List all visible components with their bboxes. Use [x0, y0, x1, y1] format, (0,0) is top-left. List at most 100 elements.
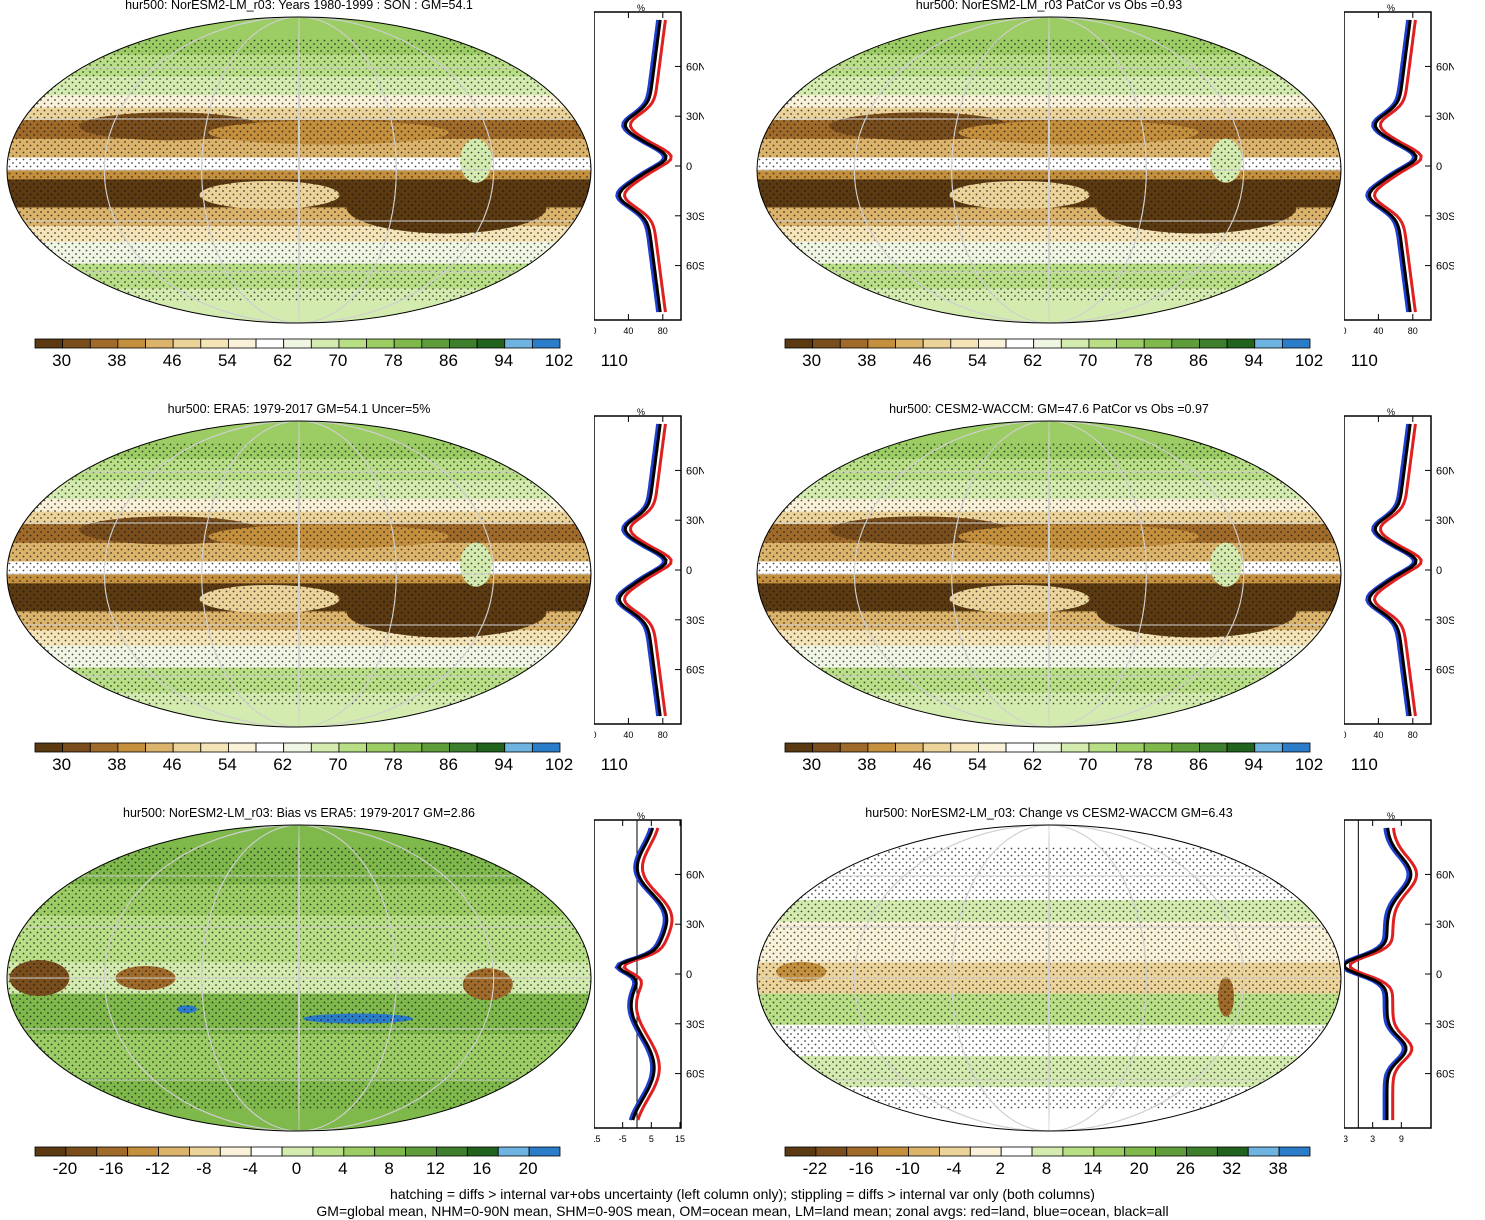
colorbar-swatch [250, 1146, 283, 1157]
zonal-mean-plot: % 60N 30N 0 30S 60S -3 3 9 [1344, 812, 1454, 1144]
zonal-unit-label: % [637, 4, 645, 13]
colorbar-tick-label: 94 [494, 351, 514, 370]
zonal-lat-label: 60N [686, 465, 704, 477]
colorbar-tick-label: 38 [857, 351, 877, 370]
colorbar-tick-label: 46 [912, 351, 932, 370]
colorbar-tick-label: 38 [1268, 1159, 1288, 1178]
colorbar-swatch [89, 338, 119, 349]
colorbar-tick-label: 46 [912, 755, 932, 774]
zonal-lat-label: 60N [686, 869, 704, 881]
colorbar-swatch [310, 742, 340, 753]
colorbar-swatch [34, 338, 64, 349]
zonal-mean-plot: % 60N 30N 0 30S 60S 0 40 80 [594, 4, 704, 336]
footer-note-hatching: hatching = diffs > internal var+obs unce… [390, 1186, 1095, 1202]
colorbar-swatch [1281, 742, 1311, 753]
zonal-x-tick-label: -3 [1344, 1134, 1348, 1144]
zonal-lat-label: 60S [686, 1069, 704, 1081]
panel-title: hur500: NorESM2-LM_r03: Years 1980-1999 … [125, 0, 473, 12]
zonal-lat-label: 0 [1436, 565, 1442, 577]
colorbar-tick-label: -4 [242, 1159, 258, 1178]
colorbar-tick-label: -4 [946, 1159, 962, 1178]
zonal-lat-label: 30N [686, 111, 704, 123]
colorbar-swatch [922, 742, 952, 753]
colorbar-swatch [312, 1146, 345, 1157]
robinson-map [6, 16, 592, 324]
colorbar-swatch [531, 338, 561, 349]
colorbar-swatch [895, 338, 924, 349]
colorbar-swatch [504, 742, 533, 753]
colorbar-tick-label: 20 [1129, 1159, 1149, 1178]
colorbar-swatch [228, 742, 257, 753]
colorbar-swatch [65, 1146, 98, 1157]
zonal-lat-label: 30N [1436, 111, 1454, 123]
colorbar-swatch [1088, 742, 1117, 753]
colorbar-tick-label: 12 [426, 1159, 445, 1178]
colorbar-swatch [1093, 1146, 1126, 1157]
colorbar-swatch [1171, 338, 1200, 349]
zonal-lat-label: 60N [1436, 465, 1454, 477]
zonal-lat-label: 30N [1436, 919, 1454, 931]
zonal-x-tick-label: 80 [1408, 730, 1418, 740]
colorbar-tick-label: 78 [383, 351, 403, 370]
colorbar-swatch [877, 1146, 909, 1157]
colorbar-swatch [1062, 1146, 1095, 1157]
colorbar-swatch [812, 338, 841, 349]
colorbar-swatch [969, 1146, 1002, 1157]
colorbar-swatch [1000, 1146, 1033, 1157]
zonal-lat-label: 30S [686, 1019, 704, 1031]
colorbar-swatch [96, 1146, 129, 1157]
colorbar-tick-label: 16 [472, 1159, 492, 1178]
colorbar-swatch [1060, 338, 1090, 349]
robinson-map [756, 16, 1342, 324]
colorbar-tick-label: 38 [107, 351, 127, 370]
colorbar-swatch [200, 742, 229, 753]
colorbar-tick-label: 4 [338, 1159, 348, 1178]
colorbar-swatch [281, 1146, 314, 1157]
zonal-x-tick-label: 9 [1399, 1134, 1404, 1144]
zonal-land-curve [1372, 423, 1423, 717]
colorbar-swatch [62, 338, 91, 349]
colorbar-swatch [846, 1146, 879, 1157]
colorbar-swatch [950, 338, 979, 349]
colorbar-swatch [200, 338, 229, 349]
colorbar-swatch [1124, 1146, 1156, 1157]
colorbar-swatch [145, 338, 174, 349]
colorbar-swatch [1005, 338, 1035, 349]
colorbar-swatch [1199, 742, 1228, 753]
colorbar-tick-label: 26 [1176, 1159, 1195, 1178]
colorbar-tick-label: 20 [518, 1159, 538, 1178]
colorbar-swatch [504, 338, 533, 349]
colorbar-swatch [366, 742, 395, 753]
colorbar-tick-label: 46 [162, 351, 182, 370]
colorbar-swatch [1033, 338, 1062, 349]
colorbar-tick-label: 78 [1133, 351, 1153, 370]
colorbar-tick-label: 110 [600, 755, 628, 774]
zonal-land-curve [622, 827, 674, 1121]
colorbar-tick-label: 38 [107, 755, 127, 774]
zonal-lat-label: 30N [686, 919, 704, 931]
colorbar-tick-label: 78 [383, 755, 403, 774]
colorbar-tick-label: 94 [1244, 755, 1264, 774]
colorbar-swatch [189, 1146, 221, 1157]
zonal-lat-label: 0 [1436, 969, 1442, 981]
zonal-mean-plot: % 60N 30N 0 30S 60S 0 40 80 [1344, 4, 1454, 336]
colorbar-tick-label: 78 [1133, 755, 1153, 774]
colorbar-swatch [466, 1146, 499, 1157]
colorbar-swatch [255, 742, 285, 753]
colorbar [34, 338, 561, 349]
zonal-lat-label: 30N [686, 515, 704, 527]
zonal-mean-plot: % 60N 30N 0 30S 60S -15 -5 5 15 [594, 812, 704, 1144]
colorbar-tick-label: 102 [1294, 351, 1324, 370]
colorbar-tick-label: 30 [52, 755, 72, 774]
zonal-ocean-curve [1344, 827, 1410, 1121]
colorbar [34, 1146, 561, 1157]
zonal-unit-label: % [1387, 812, 1395, 821]
zonal-lat-label: 30N [1436, 515, 1454, 527]
colorbar-tick-label: 110 [600, 351, 628, 370]
colorbar-tick-label: 30 [52, 351, 72, 370]
zonal-lat-label: 60N [1436, 869, 1454, 881]
colorbar-tick-label: 86 [1189, 351, 1208, 370]
zonal-all-curve [1344, 827, 1413, 1121]
colorbar-tick-label: 0 [291, 1159, 302, 1178]
colorbar-swatch [449, 338, 478, 349]
